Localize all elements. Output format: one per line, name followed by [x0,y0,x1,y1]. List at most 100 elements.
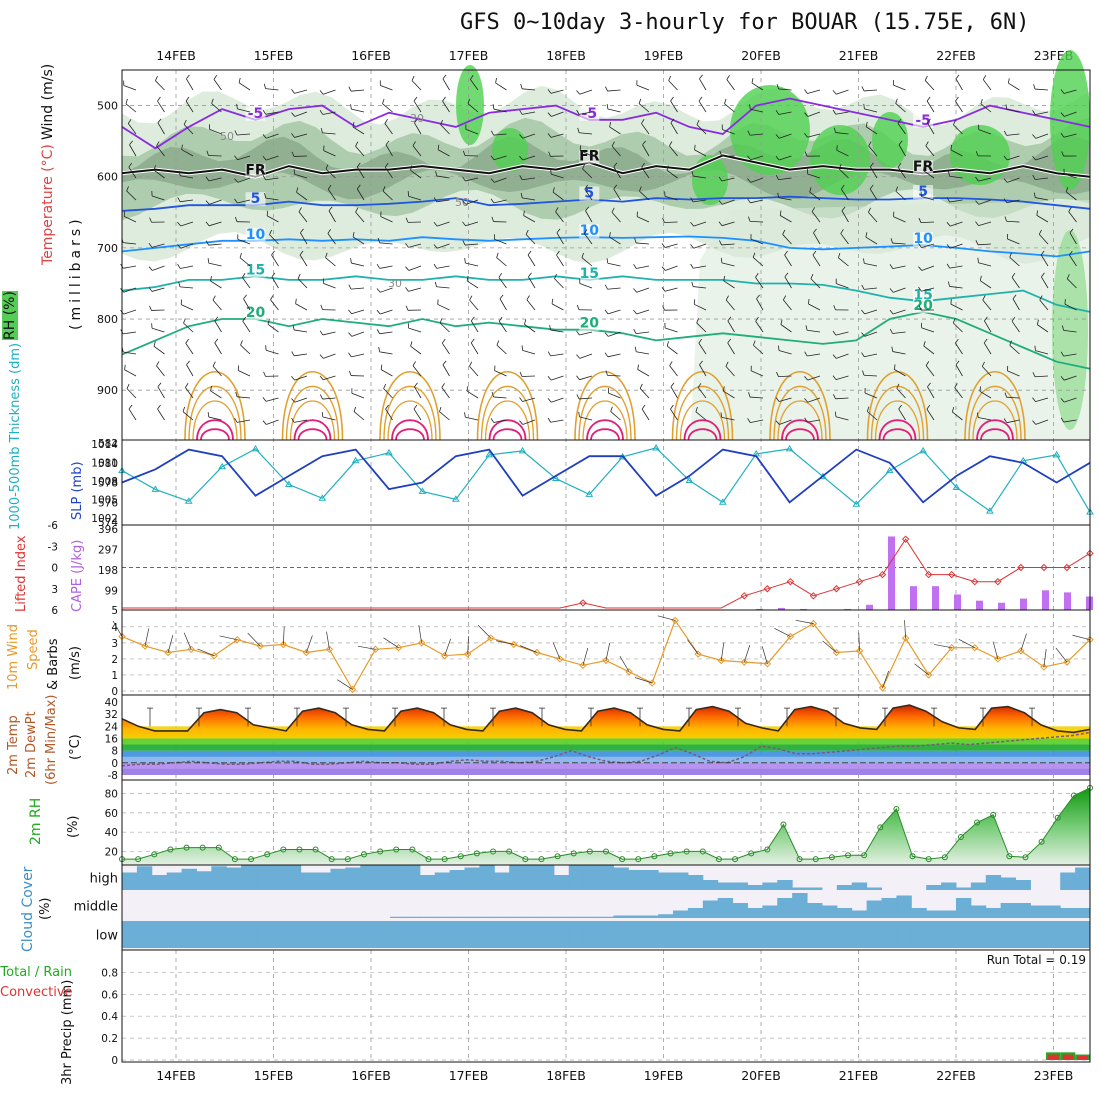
wind-barb [613,188,621,201]
warm-contour [196,419,234,441]
wind-barb [493,396,507,399]
wind-barb [413,100,422,113]
cape-bar [976,600,983,610]
cloud-bar-low [151,921,168,948]
wind-barb [265,177,279,181]
contour-label-bg [245,163,266,178]
wind-barb [722,199,735,205]
wind-barb-flag [519,175,523,180]
wind-barb-flag [382,186,386,192]
wind-barb-flag [441,338,446,344]
cloud-bar-high [464,867,480,890]
wind-barb-flag [520,192,523,198]
wind-barb [493,133,507,136]
wind-speed-point [487,634,495,642]
wind-barb [550,133,564,138]
temp-ytick: 16 [105,734,119,746]
wind10-barb [477,624,492,639]
thickness-point [718,498,727,505]
warm-contour [582,400,628,441]
wind-barb-flag [380,364,383,370]
wind-barb-flag [926,404,931,410]
panel-frame-wind [121,609,1091,696]
warm-contour [574,370,636,441]
wind-barb [1006,396,1020,399]
wind-barb-flag [262,155,267,161]
wind-barb [436,265,450,269]
wind10-barb [882,670,890,688]
wind-barb [494,370,507,377]
wind-barb [442,100,450,113]
wind-barb [525,234,536,245]
wind-barb [380,287,393,293]
wind-barb [1011,277,1020,289]
cape-bar [954,594,961,610]
cape-bar [844,608,851,610]
wind-barb [954,387,963,399]
wind-barb [694,303,707,311]
wind-barb-flag [918,305,922,311]
wind-barb [208,221,222,227]
wind-barb-flag [319,110,324,115]
wind-barb-flag [239,252,242,258]
cloud-bar-high [315,872,331,890]
cloud-bar-low [345,921,361,948]
cloud-bar-high [583,865,600,890]
thickness-point [685,476,694,484]
rh2m-point [748,850,755,857]
wind-speed-point [948,643,956,652]
thickness-ytick: 580 [98,458,118,470]
wind-barb-flag [669,141,673,147]
wind-barb [240,344,251,355]
wind-barb [493,108,507,113]
wind-barb [980,280,992,289]
wind-barb [383,388,393,399]
wind-barb-flag [634,346,637,352]
wind-barb-flag [832,330,837,336]
thickness-ytick: 578 [98,478,118,490]
cloud-bar-middle [538,916,555,918]
wind-speed-point [556,655,564,663]
wind-barb [496,344,507,355]
wind-barb [380,309,393,315]
wind-barb-flag [752,252,756,258]
wind-barb-flag [804,376,808,381]
wind-barb-flag [125,98,128,104]
wind-speed-point [1017,647,1025,655]
wind-barb-flag [661,243,666,248]
rh2m-point [409,846,416,853]
cloud-bar-low [941,921,957,948]
wind10-barb [582,647,589,666]
wind-barb [669,365,678,377]
cloud-bar-high [807,887,823,890]
rh2m-point [1070,792,1077,799]
wind-barb [414,122,422,135]
wind-barb-flag [954,383,958,388]
wind-barb-flag [356,184,361,190]
wind-barb [554,278,564,289]
wind-barb-flag [897,118,902,124]
wind-barb [322,331,336,336]
wind-barb-flag [1011,272,1016,278]
cloud-bar-high [181,868,197,890]
wind-barb [439,411,450,421]
wind10-barb [858,632,860,651]
wind10-barb [418,625,422,643]
wind-barb [608,392,621,399]
wind-barb [864,287,878,290]
wind-barb-flag [833,305,836,311]
temp-subband [122,744,1090,751]
wind-barb-flag [691,281,694,287]
wind-barb-flag [979,386,982,392]
wind-barb [123,85,137,91]
wind-barb [155,80,165,91]
wind-barb-flag [889,288,894,293]
wind-barb [128,166,137,179]
wind-barb [1066,191,1077,201]
wind-barb-flag [582,164,585,170]
contour-label: -5 [248,106,264,122]
wind-barb [185,100,194,113]
wind-barb-flag [149,305,152,311]
wind-barb-flag [128,404,133,410]
wind-barb [750,108,764,113]
